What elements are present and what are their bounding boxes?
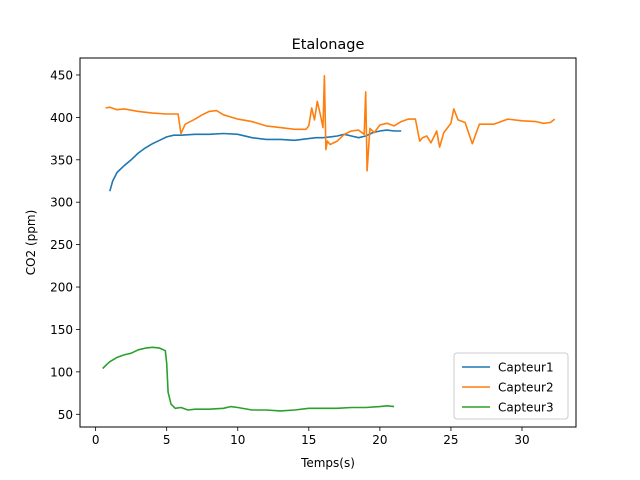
y-tick-label: 150 (50, 323, 73, 337)
x-tick-label: 20 (372, 433, 387, 447)
x-tick-label: 15 (301, 433, 316, 447)
x-tick-label: 25 (443, 433, 458, 447)
plot-frame (79, 57, 577, 428)
x-tick-label: 5 (163, 433, 171, 447)
y-tick-label: 250 (50, 238, 73, 252)
chart-title: Etalonage (292, 37, 365, 53)
legend-box (453, 352, 569, 420)
legend-label: Capteur2 (498, 381, 554, 395)
y-axis-label: CO2 (ppm) (24, 210, 38, 276)
x-tick-label: 0 (92, 433, 100, 447)
legend: Capteur1 Capteur2 Capteur3 (453, 352, 569, 420)
legend-label: Capteur1 (498, 361, 554, 375)
y-tick-label: 100 (50, 365, 73, 379)
series-layer (102, 75, 556, 412)
x-axis-label: Temps(s) (300, 456, 355, 470)
y-tick-label: 200 (50, 281, 73, 295)
y-tick-label: 50 (58, 408, 73, 422)
ticks-layer: 0 5 10 15 20 25 30 50 100 150 200 250 300 350 400 450 (50, 68, 530, 447)
legend-label: Capteur3 (498, 401, 554, 415)
y-tick-label: 400 (50, 111, 73, 125)
y-tick-label: 450 (50, 68, 73, 82)
x-tick-label: 30 (514, 433, 529, 447)
series-line-capteur1 (109, 129, 402, 192)
y-tick-label: 350 (50, 153, 73, 167)
series-line-capteur2 (105, 75, 556, 172)
y-tick-label: 300 (50, 196, 73, 210)
x-tick-label: 10 (230, 433, 245, 447)
series-line-capteur3 (102, 346, 395, 412)
